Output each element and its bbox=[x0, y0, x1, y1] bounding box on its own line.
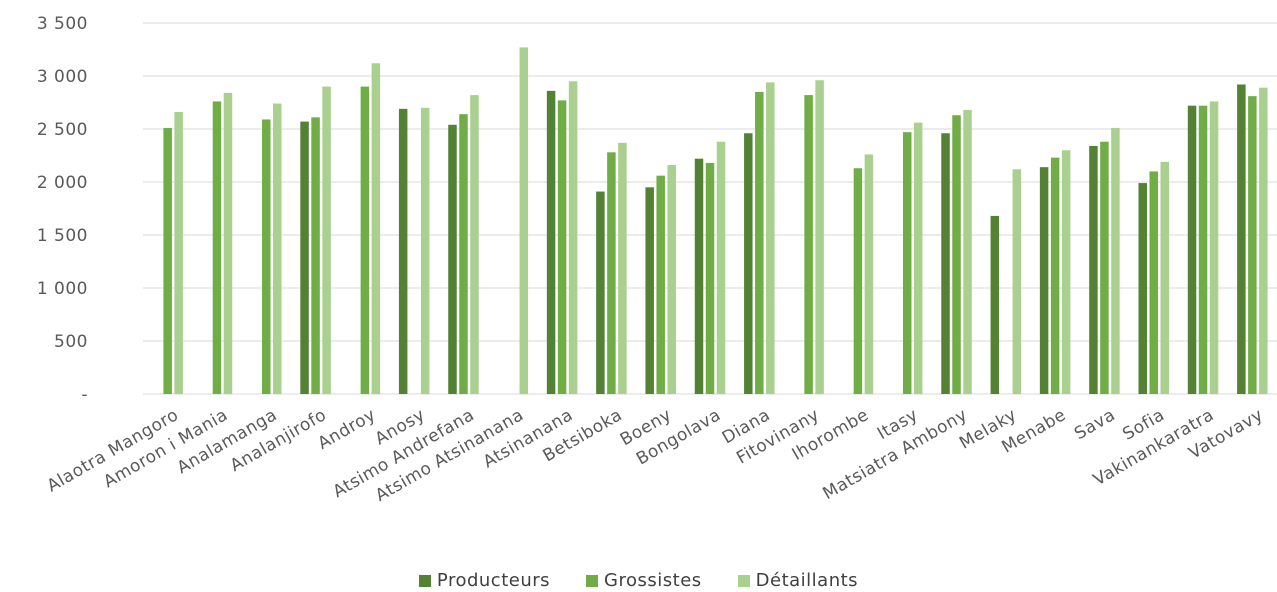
y-tick-label-1: 500 bbox=[54, 332, 88, 352]
bar-grossistes-0 bbox=[163, 127, 172, 394]
bar-grossistes-4 bbox=[360, 86, 370, 394]
bar-producteurs-21 bbox=[1187, 105, 1197, 395]
bar-producteurs-8 bbox=[546, 90, 556, 394]
bar-dtaillants-1 bbox=[223, 92, 233, 395]
bar-dtaillants-2 bbox=[273, 103, 282, 394]
bar-dtaillants-15 bbox=[913, 122, 923, 394]
bar-grossistes-10 bbox=[656, 175, 665, 394]
bar-dtaillants-3 bbox=[322, 86, 331, 394]
y-tick-label-4: 2 000 bbox=[37, 173, 88, 193]
bar-producteurs-10 bbox=[645, 187, 654, 394]
y-tick-label-6: 3 000 bbox=[37, 67, 88, 87]
bar-dtaillants-7 bbox=[519, 47, 529, 394]
bar-producteurs-9 bbox=[596, 191, 605, 394]
bar-dtaillants-20 bbox=[1160, 161, 1169, 394]
bar-grossistes-16 bbox=[952, 115, 961, 394]
bar-grossistes-13 bbox=[804, 95, 813, 394]
y-tick-label-2: 1 000 bbox=[37, 279, 88, 299]
y-tick-label-3: 1 500 bbox=[37, 226, 88, 246]
legend: Producteurs Grossistes Détaillants bbox=[0, 570, 1277, 591]
bar-grossistes-14 bbox=[853, 168, 863, 394]
bar-grossistes-3 bbox=[311, 117, 320, 394]
bar-producteurs-22 bbox=[1237, 84, 1246, 394]
bar-dtaillants-11 bbox=[716, 141, 726, 394]
legend-item-detaillants: Détaillants bbox=[737, 570, 859, 591]
bar-grossistes-1 bbox=[212, 101, 222, 394]
legend-swatch-producteurs bbox=[418, 574, 431, 587]
x-tick-label-19: Sava bbox=[1071, 405, 1119, 444]
bar-producteurs-16 bbox=[941, 133, 950, 395]
y-tick-label-7: 3 500 bbox=[37, 14, 88, 34]
bar-grossistes-9 bbox=[607, 152, 616, 394]
bar-dtaillants-19 bbox=[1111, 127, 1120, 394]
legend-label-producteurs: Producteurs bbox=[436, 570, 551, 591]
bar-grossistes-15 bbox=[902, 132, 912, 394]
bar-producteurs-18 bbox=[1039, 167, 1049, 394]
bar-producteurs-20 bbox=[1138, 183, 1147, 394]
y-tick-label-0: - bbox=[81, 385, 88, 405]
legend-item-grossistes: Grossistes bbox=[586, 570, 702, 591]
bar-producteurs-11 bbox=[694, 158, 704, 394]
bar-grossistes-21 bbox=[1198, 105, 1208, 395]
y-tick-label-5: 2 500 bbox=[37, 120, 88, 140]
legend-swatch-grossistes bbox=[586, 574, 599, 587]
bar-dtaillants-10 bbox=[667, 165, 676, 394]
bar-producteurs-6 bbox=[448, 124, 457, 394]
bar-dtaillants-8 bbox=[568, 81, 578, 395]
bar-producteurs-12 bbox=[744, 133, 753, 395]
bar-dtaillants-18 bbox=[1061, 150, 1071, 394]
bar-dtaillants-22 bbox=[1259, 87, 1268, 394]
bar-dtaillants-9 bbox=[618, 142, 627, 394]
bar-grossistes-6 bbox=[459, 114, 468, 394]
bar-grossistes-20 bbox=[1149, 171, 1158, 394]
bar-grossistes-18 bbox=[1050, 157, 1060, 394]
bar-dtaillants-17 bbox=[1012, 169, 1022, 394]
legend-swatch-detaillants bbox=[737, 574, 750, 587]
bar-producteurs-3 bbox=[300, 121, 309, 394]
bar-dtaillants-4 bbox=[371, 63, 381, 394]
bar-dtaillants-5 bbox=[420, 107, 430, 395]
bar-dtaillants-12 bbox=[766, 82, 775, 395]
bar-dtaillants-21 bbox=[1209, 101, 1219, 394]
bar-grossistes-8 bbox=[557, 100, 567, 394]
bar-dtaillants-14 bbox=[864, 154, 874, 394]
bar-grossistes-22 bbox=[1248, 96, 1257, 394]
bar-grossistes-11 bbox=[705, 162, 715, 394]
bar-dtaillants-6 bbox=[470, 95, 479, 394]
legend-item-producteurs: Producteurs bbox=[418, 570, 551, 591]
bar-producteurs-17 bbox=[990, 215, 1000, 394]
bar-producteurs-19 bbox=[1089, 145, 1098, 394]
bar-grossistes-12 bbox=[755, 91, 764, 395]
bar-grossistes-19 bbox=[1100, 141, 1109, 394]
bar-dtaillants-0 bbox=[174, 112, 183, 394]
bar-producteurs-5 bbox=[398, 108, 408, 395]
legend-label-detaillants: Détaillants bbox=[755, 570, 859, 591]
bar-grossistes-2 bbox=[262, 119, 271, 395]
bar-dtaillants-16 bbox=[963, 109, 972, 395]
legend-label-grossistes: Grossistes bbox=[604, 570, 702, 591]
bar-dtaillants-13 bbox=[815, 80, 824, 395]
